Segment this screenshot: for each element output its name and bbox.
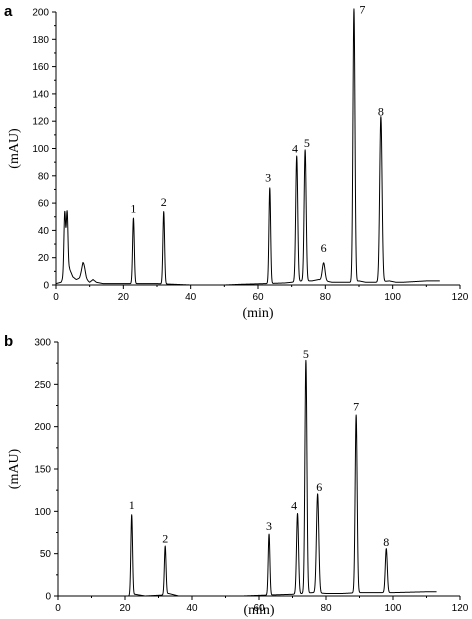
x-tick-label: 20 [119,603,131,614]
x-tick-label: 40 [185,292,197,303]
y-tick-label: 200 [32,8,49,19]
x-tick-label: 80 [320,603,332,614]
x-tick-label: 0 [53,292,59,303]
peak-label: 4 [291,499,297,513]
x-tick-label: 120 [452,292,469,303]
peak-label: 7 [353,400,359,414]
peak-label: 7 [359,2,365,16]
y-tick-label: 250 [34,380,51,391]
x-tick-label: 120 [452,603,469,614]
x-axis-title: (min) [243,603,274,618]
x-tick-label: 20 [118,292,130,303]
panel-letter: b [4,333,13,350]
peak-label: 1 [129,498,135,512]
chart-panel-a: a 0 20 40 60 80 100 120 140 160 180 200 0 20 40 60 80 100… [4,2,469,321]
y-tick-label: 0 [45,592,51,603]
x-axis-title: (min) [242,306,273,321]
x-tick-label: 100 [385,603,402,614]
chromatogram-trace [57,359,437,597]
x-tick-label: 40 [186,603,198,614]
y-tick-label: 150 [34,465,51,476]
y-tick-label: 0 [43,281,49,292]
y-tick-label: 40 [38,226,50,237]
y-tick-label: 60 [38,199,50,210]
x-tick-label: 100 [384,292,401,303]
x-tick-label: 60 [253,603,265,614]
peak-label: 5 [304,136,310,150]
panel-letter: a [4,3,13,20]
x-tick-label: 80 [320,292,332,303]
peak-label: 3 [266,519,272,533]
y-axis-title: (mAU) [7,448,22,489]
y-tick-label: 20 [38,253,50,264]
y-tick-label: 180 [32,35,49,46]
x-tick-label: 0 [55,603,61,614]
y-tick-label: 80 [38,171,50,182]
peak-label: 5 [303,347,309,361]
peak-label: 2 [161,195,167,209]
peak-label: 4 [292,142,298,156]
peak-label: 6 [321,241,327,255]
peak-label: 8 [383,535,389,549]
peak-label: 2 [162,532,168,546]
y-tick-label: 120 [32,117,49,128]
peak-label: 8 [378,105,384,119]
y-tick-label: 100 [34,507,51,518]
y-tick-label: 160 [32,62,49,73]
y-tick-label: 300 [34,338,51,349]
chromatogram-trace [55,8,441,286]
x-tick-label: 60 [252,292,264,303]
peak-label: 6 [316,480,322,494]
y-tick-label: 200 [34,422,51,433]
peak-label: 3 [265,170,271,184]
y-tick-label: 140 [32,89,49,100]
y-axis-title: (mAU) [7,128,22,169]
peak-label: 1 [130,202,136,216]
y-tick-label: 100 [32,144,49,155]
y-tick-label: 50 [40,549,52,560]
chart-panel-b: b 0 50 100 150 200 250 300 0 20 40 60 80 100 120 (mAU) (… [4,333,469,618]
